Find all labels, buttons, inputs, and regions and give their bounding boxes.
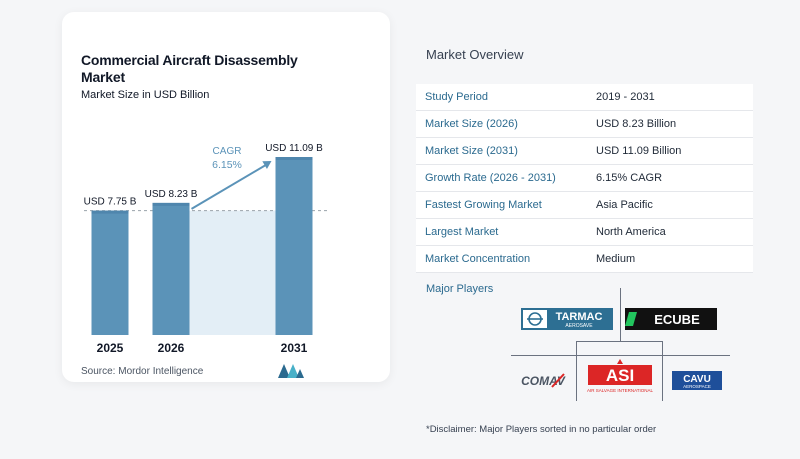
cagr-label: CAGR	[213, 146, 242, 157]
divider	[662, 341, 663, 401]
overview-value: 6.15% CAGR	[596, 172, 663, 184]
bar-2026	[152, 202, 190, 335]
cavu-logo-text: CAVU	[683, 374, 711, 385]
asi-logo: ASI AIR SALVAGE INTERNATIONAL	[584, 359, 656, 395]
x-tick-2026: 2026	[158, 341, 185, 355]
overview-value: Medium	[596, 253, 636, 265]
overview-key: Market Size (2031)	[425, 145, 518, 157]
overview-key: Study Period	[425, 91, 488, 103]
tarmac-aerosave-logo: TARMAC AEROSAVE	[521, 308, 613, 330]
source-text: Source: Mordor Intelligence	[81, 366, 204, 377]
divider	[511, 355, 730, 356]
bar-top-2031	[275, 157, 313, 160]
overview-key: Market Size (2026)	[425, 118, 518, 130]
cagr-shaded-region	[189, 210, 276, 335]
data-label-2031: USD 11.09 B	[265, 143, 323, 154]
overview-row: Market Concentration Medium	[416, 246, 753, 273]
overview-title: Market Overview	[426, 47, 524, 62]
ecube-logo-text: ECUBE	[654, 312, 700, 327]
asi-logo-text: ASI	[606, 366, 634, 385]
aerosave-logo-text: AEROSAVE	[565, 323, 593, 329]
asi-logo-subtext: AIR SALVAGE INTERNATIONAL	[587, 388, 654, 393]
divider	[620, 288, 621, 341]
overview-row: Growth Rate (2026 - 2031) 6.15% CAGR	[416, 165, 753, 192]
comav-logo: COMAV	[512, 370, 574, 390]
comav-logo-text: COMAV	[521, 374, 566, 388]
divider	[576, 341, 663, 342]
cagr-arrow-head	[262, 161, 272, 169]
chart-title: Commercial Aircraft Disassembly Market	[81, 52, 298, 85]
ecube-logo: ECUBE	[625, 308, 717, 330]
cagr-arrow	[190, 163, 269, 210]
overview-key: Largest Market	[425, 226, 499, 238]
chart-subtitle: Market Size in USD Billion	[81, 89, 210, 101]
overview-value: Asia Pacific	[596, 199, 653, 211]
overview-value: USD 8.23 Billion	[596, 118, 677, 130]
major-players-label: Major Players	[426, 283, 494, 295]
mordor-logo-icon	[278, 364, 304, 378]
overview-row: Market Size (2026) USD 8.23 Billion	[416, 111, 753, 138]
overview-row: Study Period 2019 - 2031	[416, 84, 753, 111]
cagr-value: 6.15%	[212, 159, 242, 171]
x-tick-2031: 2031	[281, 341, 308, 355]
aerospace-logo-text: AEROSPACE	[683, 384, 711, 389]
overview-value: 2019 - 2031	[596, 91, 655, 103]
data-label-2026: USD 8.23 B	[145, 189, 198, 200]
bar-top-2026	[152, 202, 190, 206]
bar-top-2025	[91, 210, 129, 214]
overview-key: Growth Rate (2026 - 2031)	[425, 172, 556, 184]
cavu-aerospace-logo: CAVU AEROSPACE	[672, 371, 722, 390]
overview-value: USD 11.09 Billion	[596, 145, 682, 157]
overview-key: Fastest Growing Market	[425, 199, 542, 211]
bar-2031	[275, 157, 313, 335]
overview-key: Market Concentration	[425, 253, 531, 265]
data-label-2025: USD 7.75 B	[84, 197, 137, 208]
bar-2025	[91, 210, 129, 335]
market-overview-panel: Market Overview Study Period 2019 - 2031…	[416, 0, 800, 459]
divider	[576, 341, 577, 401]
overview-value: North America	[596, 226, 666, 238]
overview-row: Largest Market North America	[416, 219, 753, 246]
x-tick-2025: 2025	[97, 341, 124, 355]
disclaimer: *Disclaimer: Major Players sorted in no …	[426, 424, 657, 435]
overview-row: Market Size (2031) USD 11.09 Billion	[416, 138, 753, 165]
tarmac-logo-text: TARMAC	[556, 311, 603, 323]
overview-row: Fastest Growing Market Asia Pacific	[416, 192, 753, 219]
